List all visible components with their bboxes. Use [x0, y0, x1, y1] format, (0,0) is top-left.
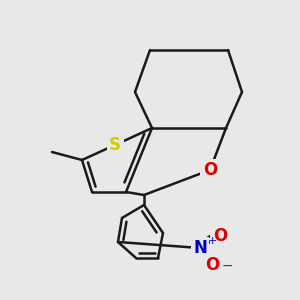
Text: O: O — [213, 227, 227, 245]
Text: O: O — [203, 161, 217, 179]
Text: −: − — [222, 259, 234, 273]
Text: S: S — [109, 136, 121, 154]
Text: +: + — [208, 236, 218, 246]
Text: N: N — [193, 239, 207, 257]
Text: O: O — [205, 256, 219, 274]
